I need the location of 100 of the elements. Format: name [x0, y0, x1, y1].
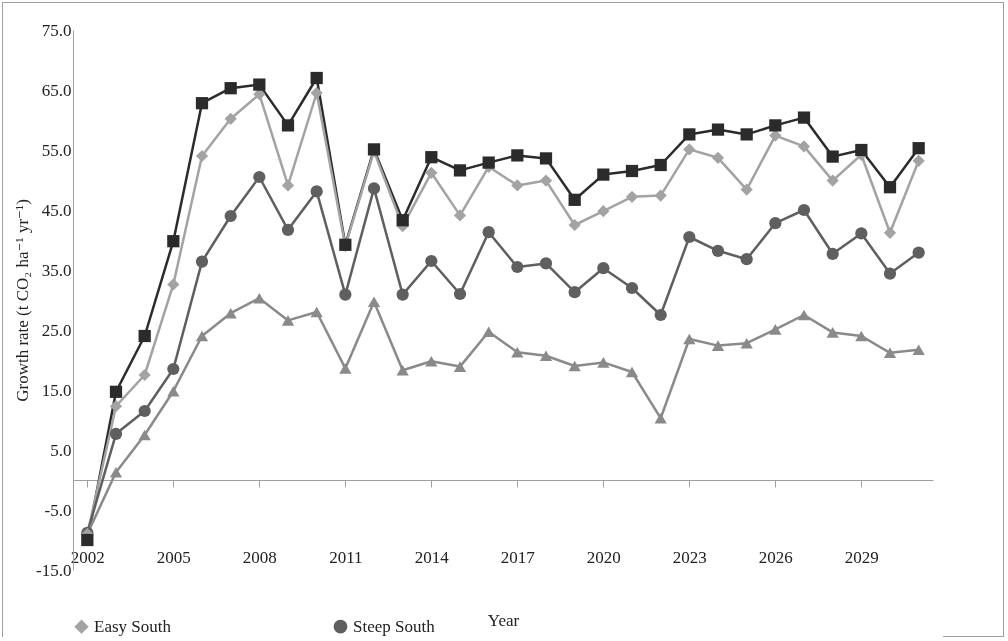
- x-tick-label: 2029: [844, 547, 879, 567]
- y-tick-label: -5.0: [44, 500, 72, 520]
- point: [683, 143, 696, 156]
- y-tick-label: -15.0: [36, 560, 72, 580]
- point: [138, 329, 151, 343]
- point: [511, 149, 524, 162]
- point: [740, 337, 753, 349]
- x-tick-label: 2002: [70, 547, 105, 567]
- point: [654, 189, 667, 202]
- point: [683, 128, 696, 141]
- point: [711, 340, 725, 351]
- point: [740, 253, 753, 266]
- x-tick-label: 2023: [672, 547, 707, 567]
- point: [568, 193, 581, 206]
- x-tick-label: 2014: [414, 547, 450, 567]
- point: [912, 344, 925, 356]
- point: [224, 209, 237, 223]
- point: [683, 230, 696, 244]
- point: [912, 246, 925, 259]
- point: [482, 226, 495, 239]
- point: [797, 203, 811, 217]
- point: [281, 223, 295, 236]
- point: [224, 82, 237, 95]
- legend-label: Steep South: [353, 616, 436, 636]
- point: [511, 260, 524, 274]
- point: [625, 190, 639, 203]
- point: [253, 292, 266, 304]
- point: [167, 278, 180, 291]
- point: [453, 361, 467, 372]
- point: [425, 355, 438, 367]
- point: [253, 78, 266, 91]
- point: [597, 168, 610, 181]
- point: [195, 149, 209, 163]
- point: [769, 217, 782, 230]
- point: [482, 156, 495, 169]
- point: [195, 330, 209, 342]
- x-tick-label: 2026: [758, 547, 793, 567]
- point: [568, 286, 581, 299]
- point: [797, 309, 811, 321]
- point: [654, 412, 667, 424]
- legend-label: Easy South: [94, 616, 172, 636]
- point: [883, 347, 897, 359]
- point: [711, 244, 725, 257]
- point: [568, 360, 581, 372]
- point: [855, 143, 868, 157]
- point: [453, 287, 467, 301]
- point: [453, 164, 467, 177]
- point: [425, 166, 438, 179]
- point: [482, 326, 495, 338]
- point: [224, 112, 237, 125]
- point: [138, 429, 151, 441]
- point: [81, 533, 94, 547]
- point: [769, 324, 782, 335]
- point: [425, 151, 438, 164]
- y-tick-label: 25.0: [41, 320, 72, 340]
- point: [453, 209, 467, 222]
- point: [826, 327, 839, 338]
- point: [855, 330, 868, 342]
- point: [224, 307, 237, 319]
- point: [109, 400, 123, 413]
- point: [912, 154, 925, 167]
- point: [396, 288, 409, 301]
- point: [367, 296, 381, 308]
- point: [912, 142, 925, 155]
- point: [597, 357, 610, 368]
- point: [797, 111, 811, 124]
- point: [539, 152, 553, 165]
- x-tick-label: 2005: [156, 547, 191, 567]
- point: [253, 170, 266, 184]
- point: [711, 151, 725, 164]
- point: [167, 235, 180, 248]
- point: [396, 214, 409, 227]
- y-tick-label: 65.0: [41, 80, 72, 100]
- point: [109, 385, 123, 398]
- point: [826, 247, 839, 260]
- point: [167, 362, 180, 376]
- point: [138, 404, 151, 418]
- point: [826, 174, 839, 187]
- point: [195, 97, 209, 110]
- point: [855, 227, 868, 240]
- y-axis-title: Growth rate (t CO₂ ha⁻¹ yr⁻¹): [13, 199, 33, 402]
- point: [109, 427, 123, 440]
- point: [625, 164, 639, 178]
- point: [654, 158, 667, 172]
- point: [281, 315, 295, 326]
- point: [109, 466, 123, 478]
- point: [625, 366, 639, 378]
- point: [339, 363, 352, 374]
- point: [740, 128, 753, 141]
- point: [769, 119, 782, 132]
- point: [883, 267, 897, 280]
- point: [797, 140, 811, 153]
- point: [339, 288, 352, 301]
- point: [625, 281, 639, 295]
- x-tick-label: 2017: [500, 547, 536, 567]
- y-tick-label: 75.0: [41, 20, 72, 40]
- point: [281, 179, 295, 192]
- point: [511, 179, 524, 192]
- point: [597, 205, 610, 218]
- x-tick-label: 2020: [586, 547, 621, 567]
